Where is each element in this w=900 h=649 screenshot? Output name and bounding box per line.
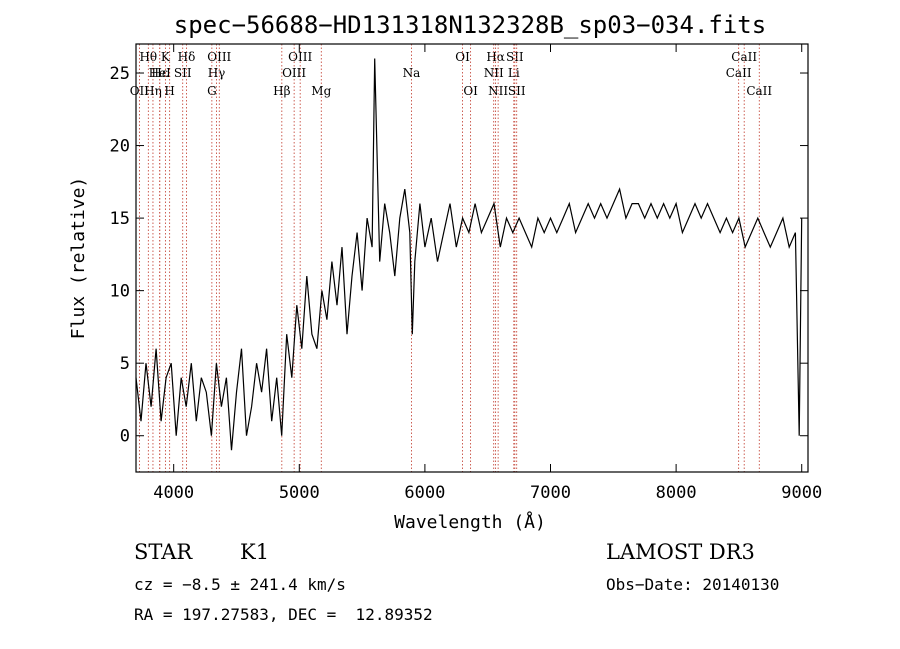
x-tick-label: 4000: [153, 483, 194, 503]
x-tick-label: 8000: [656, 483, 697, 503]
x-tick-label: 5000: [279, 483, 320, 503]
line-marker-label: Hγ: [208, 66, 226, 80]
x-axis-label: Wavelength (Å): [394, 511, 546, 533]
line-marker-label: Hη: [144, 84, 162, 98]
line-marker-label: Li: [508, 66, 520, 80]
line-marker-label: Hδ: [178, 50, 196, 64]
line-marker-label: Hθ: [139, 50, 157, 64]
y-tick-label: 20: [110, 137, 130, 157]
plot-frame: [135, 43, 809, 473]
line-marker-label: CaII: [726, 66, 752, 80]
line-marker-label: OII: [130, 84, 150, 98]
x-axis: 4000 5000 6000 7000 8000 9000: [153, 44, 822, 503]
spectrum-line: [135, 58, 803, 451]
line-marker-label: CaII: [731, 50, 757, 64]
y-axis: 0 5 10 15 20 25: [110, 64, 808, 447]
line-marker-label: NII: [488, 84, 508, 98]
line-marker-label: CaII: [746, 84, 772, 98]
y-tick-label: 10: [110, 282, 130, 302]
line-marker-label: Hα: [486, 50, 505, 64]
line-marker-label: OI: [463, 84, 478, 98]
line-marker-label: OIII: [282, 66, 306, 80]
line-marker-label: H: [164, 84, 174, 98]
chart-title: spec−56688−HD131318N132328B_sp03−034.fit…: [174, 11, 766, 39]
y-tick-label: 15: [110, 209, 130, 229]
x-tick-label: 9000: [781, 483, 822, 503]
line-marker-label: SII: [174, 66, 192, 80]
line-marker-label: NII: [484, 66, 504, 80]
line-marker-label: K: [161, 50, 171, 64]
line-marker-label: Hβ: [273, 84, 290, 98]
line-marker-label: SII: [508, 84, 526, 98]
y-tick-label: 5: [120, 354, 130, 374]
y-tick-label: 0: [120, 427, 130, 447]
line-marker-label: G: [207, 84, 217, 98]
x-tick-label: 6000: [404, 483, 445, 503]
x-tick-label: 7000: [530, 483, 571, 503]
line-marker-label: OIII: [207, 50, 231, 64]
line-marker-label: Na: [403, 66, 421, 80]
line-marker-label: OI: [455, 50, 470, 64]
line-marker-label: Hε: [151, 66, 168, 80]
line-marker-label: Mg: [311, 84, 331, 98]
y-tick-label: 25: [110, 64, 130, 84]
y-axis-label: Flux (relative): [68, 177, 89, 340]
line-marker-label: OIII: [288, 50, 312, 64]
line-marker-label: SII: [506, 50, 524, 64]
